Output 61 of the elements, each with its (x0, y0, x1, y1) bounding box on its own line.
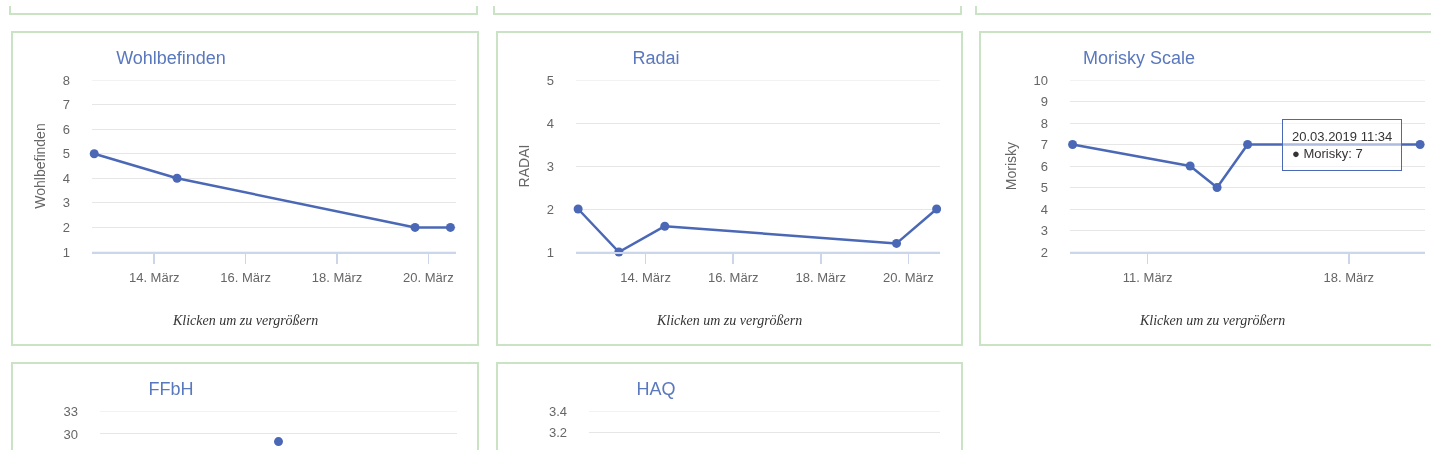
y-tick-label: 5 (1040, 180, 1048, 196)
y-tick-label: 2 (62, 219, 70, 235)
point (932, 204, 942, 214)
point (1068, 140, 1078, 149)
y-tick-label: 3.2 (548, 424, 567, 440)
y-tick-label: 4 (546, 115, 554, 131)
x-tick-label: 14. März (128, 270, 180, 286)
point (660, 221, 670, 231)
y-tick-label: 6 (62, 121, 70, 137)
y-tick-label: 10 (1033, 72, 1048, 88)
chart-title: Radai (632, 48, 680, 69)
text: Klicken um zu vergrößern (172, 313, 319, 328)
x-tick-label: 14. März (620, 270, 671, 286)
y-tick-label: 3 (1040, 223, 1048, 239)
point (573, 204, 583, 214)
x-tick-label: 18. März (795, 270, 847, 286)
point (1415, 140, 1425, 149)
y-tick-label: 9 (1040, 94, 1048, 110)
point (1212, 183, 1222, 192)
y-tick-label: 8 (1040, 115, 1048, 131)
x-tick-label: 18. März (1323, 270, 1375, 286)
point (1243, 140, 1253, 149)
x-tick-label: 16. März (707, 270, 759, 286)
y-tick-label: 7 (1040, 137, 1048, 153)
y-tick-label: 7 (62, 97, 70, 113)
chart-title: Wohlbefinden (116, 48, 226, 69)
y-tick-label: 2 (546, 201, 554, 217)
y-tick-label: 3 (546, 158, 554, 174)
y-tick-label: 33 (63, 403, 78, 419)
y-tick-label: 5 (546, 72, 554, 88)
y-tick-label: 1 (546, 244, 554, 260)
y-tick-label: 30 (63, 426, 78, 442)
y-tick-label: 8 (62, 72, 70, 88)
chart-title: Morisky Scale (1082, 48, 1196, 69)
x-tick-label: 20. März (403, 270, 454, 286)
y-axis-title: RADAI (516, 144, 533, 188)
y-tick-label: 1 (62, 244, 70, 260)
y-tick-label: 2 (1040, 244, 1048, 260)
y-axis-title: Wohlbefinden (32, 123, 49, 209)
y-axis-title: Morisky (1003, 141, 1020, 191)
y-tick-label: 5 (62, 146, 70, 162)
text: Klicken um zu vergrößern (656, 313, 803, 328)
y-tick-label: 4 (1040, 201, 1048, 217)
point (89, 149, 99, 159)
point (892, 238, 902, 248)
x-tick-label: 18. März (311, 270, 363, 286)
y-tick-label: 6 (1040, 158, 1048, 174)
x-tick-label: 11. März (1122, 270, 1173, 286)
x-tick-label: 20. März (883, 270, 934, 286)
point (172, 173, 182, 183)
annotation: 20.03.2019 11:34 ● Morisky: 7 (1292, 129, 1393, 161)
point (410, 222, 420, 232)
text: Klicken um zu vergrößern (1139, 313, 1286, 328)
x-tick-label: 16. März (220, 270, 271, 286)
y-tick-label: 3.4 (548, 403, 567, 419)
point (1185, 161, 1195, 171)
y-tick-label: 3 (62, 195, 70, 211)
point (445, 222, 455, 232)
y-tick-label: 4 (62, 170, 70, 186)
chart-title: FFbH (148, 379, 194, 400)
chart-title: HAQ (636, 379, 676, 400)
